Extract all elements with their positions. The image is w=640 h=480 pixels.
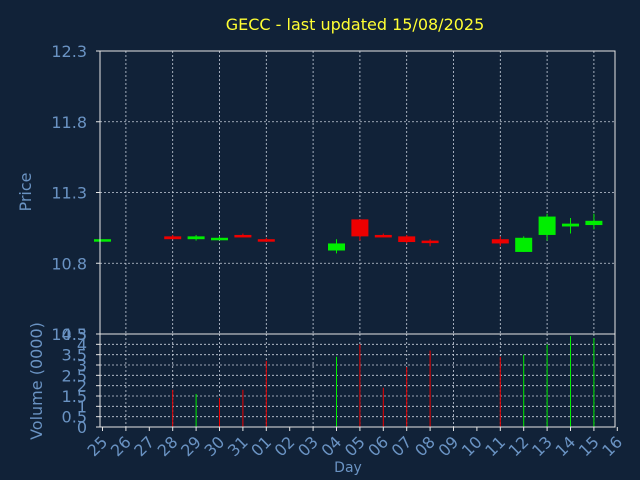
price-candles (94, 213, 603, 254)
candle-06 (374, 233, 392, 238)
candle-body (257, 239, 275, 242)
candle-07 (398, 234, 416, 244)
candle-15 (585, 213, 603, 230)
volume-tick-label: 3 (77, 356, 87, 375)
candle-30 (211, 236, 228, 241)
price-panel: 12.3 11.8 11.3 10.8 10.3 Price (16, 42, 616, 344)
price-axis-label: Price (16, 172, 35, 211)
candle-body (211, 237, 228, 241)
candle-04 (328, 239, 345, 254)
candle-05 (351, 219, 369, 241)
candle-body (351, 219, 369, 237)
candle-01 (257, 237, 275, 243)
volume-tick-label: 0.5 (62, 408, 87, 427)
candle-body (515, 237, 533, 252)
volume-tick-label: 4 (77, 335, 87, 354)
candle-body (421, 240, 439, 244)
candle-body (328, 243, 345, 251)
price-grid (100, 51, 615, 334)
volume-tick-label: 2 (77, 377, 87, 396)
candle-14 (562, 217, 579, 234)
candle-body (491, 239, 509, 244)
volume-tick-label: 0 (77, 418, 87, 437)
candle-body (538, 216, 556, 235)
candle-body (94, 239, 111, 242)
volume-tick-label: 2.5 (62, 366, 87, 385)
volume-tick-label: 3.5 (62, 346, 87, 365)
candle-body (187, 236, 205, 240)
volume-tick-label: 1 (77, 397, 87, 416)
volume-grid (100, 334, 615, 427)
day-axis-label: Day (334, 460, 362, 476)
volume-axis-label: Volume (0000) (27, 322, 46, 440)
candle-body (374, 234, 392, 238)
candle-12 (515, 236, 533, 252)
candle-body (398, 236, 416, 243)
chart-title: GECC - last updated 15/08/2025 (226, 15, 485, 34)
price-tick-label: 11.8 (51, 113, 87, 132)
price-tick-label: 10.3 (51, 325, 87, 344)
volume-tick-label: 4.5 (62, 325, 87, 344)
candle-31 (234, 233, 252, 238)
candle-body (562, 223, 579, 227)
price-tick-label: 12.3 (51, 42, 87, 61)
volume-plot-frame (99, 333, 616, 428)
candle-body (164, 236, 182, 240)
candle-11 (491, 236, 509, 247)
volume-bars (172, 336, 595, 427)
candle-body (234, 234, 252, 238)
candle-28 (164, 234, 182, 240)
price-tick-label: 11.3 (51, 184, 87, 203)
candle-body (585, 220, 603, 226)
candle-08 (421, 239, 439, 247)
volume-y-ticks: 4.543.532.521.510.50 (62, 325, 100, 437)
candle-29 (187, 234, 205, 241)
candle-13 (538, 213, 556, 241)
price-tick-label: 10.8 (51, 254, 87, 273)
candle-25 (94, 239, 111, 242)
volume-tick-label: 1.5 (62, 387, 87, 406)
price-y-ticks: 12.3 11.8 11.3 10.8 10.3 (51, 42, 100, 344)
